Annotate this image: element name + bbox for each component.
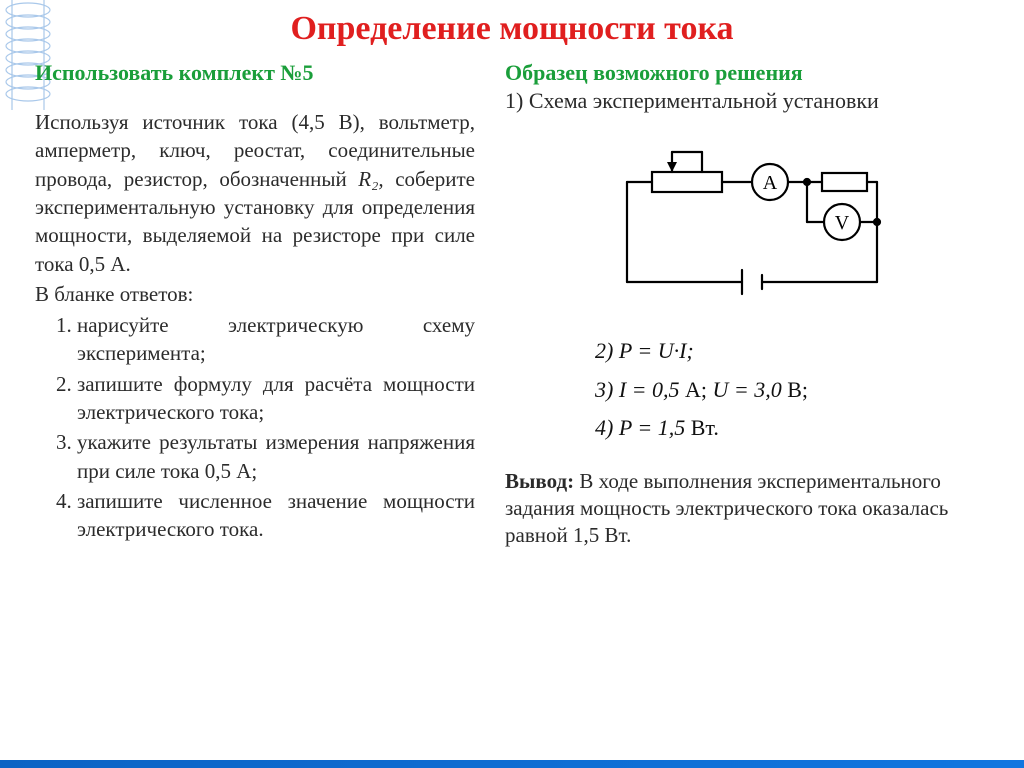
blank-item-3: укажите результаты измерения напряжения … bbox=[77, 428, 475, 485]
formula-2-text: 2) P = U·I; bbox=[595, 338, 694, 363]
left-column: Использовать комплект №5 Используя источ… bbox=[35, 60, 475, 549]
formula-3-ueq: U = 3,0 bbox=[713, 377, 782, 402]
formula-line-2: 2) P = U·I; bbox=[595, 332, 989, 371]
circuit-wrap: A V bbox=[505, 142, 989, 302]
slide-title: Определение мощности тока bbox=[35, 10, 989, 48]
formula-4-peq: 4) P = 1,5 bbox=[595, 415, 685, 440]
voltmeter-label: V bbox=[835, 212, 850, 234]
task-r2: R₂, bbox=[358, 167, 383, 191]
formula-4-unit: Вт. bbox=[685, 415, 719, 440]
circuit-diagram: A V bbox=[597, 142, 897, 302]
blank-item-1: нарисуйте электрическую схему эксперимен… bbox=[77, 311, 475, 368]
blank-item-2: запишите формулу для расчёта мощности эл… bbox=[77, 370, 475, 427]
sample-subtitle: 1) Схема экспериментальной установки bbox=[505, 88, 989, 114]
formula-3-ieq: 3) I = 0,5 bbox=[595, 377, 680, 402]
task-paragraph: Используя источник тока (4,5 В), вольтме… bbox=[35, 108, 475, 278]
formula-3-unit-v: В; bbox=[782, 377, 808, 402]
formula-block: 2) P = U·I; 3) I = 0,5 А; U = 3,0 В; 4) … bbox=[505, 332, 989, 448]
formula-3-unit-a: А; bbox=[680, 377, 713, 402]
blank-item-4: запишите численное значение мощности эле… bbox=[77, 487, 475, 544]
bottom-accent-bar bbox=[0, 760, 1024, 768]
kit-line: Использовать комплект №5 bbox=[35, 60, 475, 86]
ammeter-label: A bbox=[763, 172, 778, 194]
conclusion-label: Вывод: bbox=[505, 469, 574, 493]
blank-intro: В бланке ответов: bbox=[35, 282, 475, 307]
sample-title: Образец возможного решения bbox=[505, 60, 989, 86]
formula-line-3: 3) I = 0,5 А; U = 3,0 В; bbox=[595, 371, 989, 410]
conclusion: Вывод: В ходе выполнения экспериментальн… bbox=[505, 468, 989, 550]
formula-line-4: 4) P = 1,5 Вт. bbox=[595, 409, 989, 448]
columns: Использовать комплект №5 Используя источ… bbox=[35, 60, 989, 549]
slide-content: Определение мощности тока Использовать к… bbox=[0, 10, 1024, 549]
blank-list: нарисуйте электрическую схему эксперимен… bbox=[35, 311, 475, 544]
right-column: Образец возможного решения 1) Схема эксп… bbox=[505, 60, 989, 549]
